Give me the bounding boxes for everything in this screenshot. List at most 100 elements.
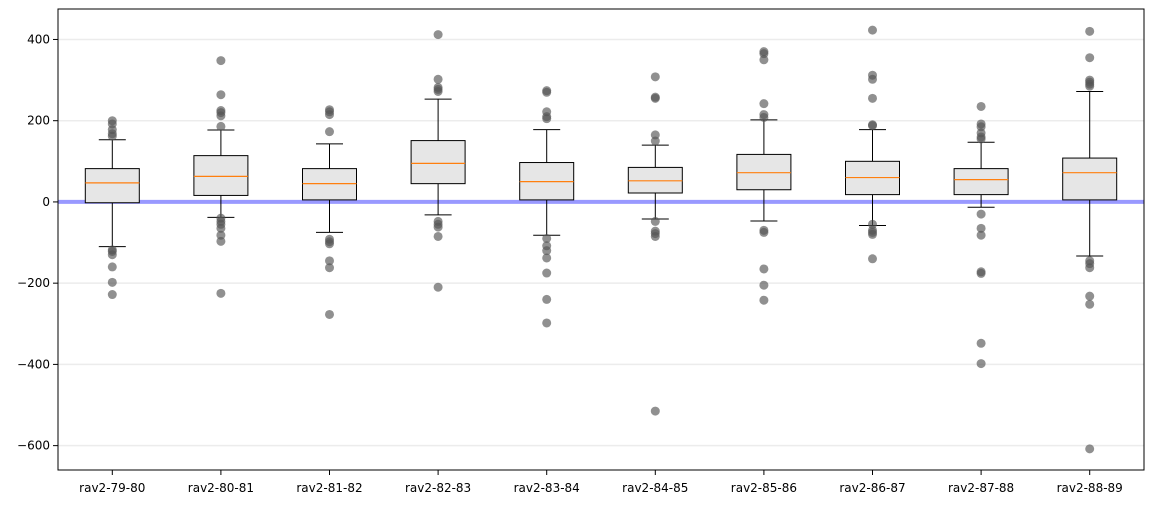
outlier-point: [759, 112, 769, 122]
iqr-box: [84, 168, 140, 204]
box-rav2-85-86: [736, 119, 792, 222]
y-axis: −600 −400 −200 0 200 400: [17, 32, 58, 453]
x-axis: rav2-79-80 rav2-80-81 rav2-81-82 rav2-82-83…: [79, 470, 1123, 495]
outlier-point: [325, 127, 334, 137]
outlier-point: [976, 338, 986, 348]
y-tick-label: 200: [27, 114, 50, 128]
outlier-point: [107, 262, 117, 272]
outlier-point: [216, 90, 226, 100]
x-tick-label: rav2-80-81: [188, 481, 254, 495]
outliers: [107, 25, 1095, 454]
outlier-point: [433, 30, 443, 40]
outlier-point: [759, 280, 769, 290]
iqr-box: [1062, 157, 1118, 201]
y-tick-label: −200: [17, 276, 50, 290]
outlier-point: [650, 406, 660, 416]
outlier-point: [107, 131, 117, 141]
y-tick-label: −400: [17, 357, 50, 371]
y-tick-label: 400: [27, 32, 50, 46]
x-tick-label: rav2-81-82: [296, 481, 362, 495]
outlier-point: [542, 246, 552, 256]
outlier-point: [325, 309, 334, 319]
outlier-point: [759, 264, 769, 274]
outlier-point: [542, 318, 552, 328]
outlier-point: [868, 229, 877, 239]
outlier-point: [868, 74, 877, 84]
outlier-point: [650, 136, 660, 146]
box-rav2-84-85: [627, 144, 683, 220]
outlier-point: [542, 114, 552, 124]
outlier-point: [107, 250, 117, 260]
outlier-point: [325, 256, 334, 266]
outlier-point: [976, 359, 986, 369]
outlier-point: [868, 25, 877, 35]
outlier-point: [868, 254, 877, 264]
x-tick-label: rav2-84-85: [622, 481, 688, 495]
outlier-point: [976, 209, 986, 219]
outlier-point: [216, 56, 226, 66]
iqr-box: [953, 168, 1009, 196]
outlier-point: [759, 227, 769, 237]
x-tick-label: rav2-85-86: [731, 481, 797, 495]
outlier-point: [542, 294, 552, 304]
outlier-point: [433, 231, 443, 241]
outlier-point: [1085, 26, 1095, 36]
outlier-point: [976, 223, 986, 233]
outlier-point: [650, 231, 660, 241]
y-tick-label: −600: [17, 439, 50, 453]
outlier-point: [976, 134, 986, 144]
outlier-point: [216, 288, 226, 298]
plot-frame: [57, 8, 1145, 471]
outlier-point: [1085, 291, 1095, 301]
iqr-box: [302, 168, 357, 201]
y-tick-label: 0: [42, 195, 50, 209]
box-rav2-80-81: [193, 129, 249, 218]
outlier-point: [433, 282, 443, 292]
x-tick-label: rav2-86-87: [839, 481, 905, 495]
outlier-point: [107, 277, 117, 287]
outlier-point: [542, 233, 552, 243]
outlier-point: [650, 72, 660, 82]
outlier-point: [433, 86, 443, 96]
outlier-point: [107, 290, 117, 300]
outlier-point: [542, 87, 552, 97]
x-tick-label: rav2-82-83: [405, 481, 471, 495]
iqr-box: [193, 155, 249, 196]
box-rav2-83-84: [519, 129, 575, 236]
box-rav2-88-89: [1062, 90, 1118, 257]
outlier-point: [433, 222, 443, 232]
outlier-point: [1085, 299, 1095, 309]
x-tick-label: rav2-87-88: [948, 481, 1014, 495]
outlier-point: [868, 121, 877, 131]
iqr-box: [627, 166, 683, 194]
outlier-point: [325, 263, 334, 273]
outlier-point: [325, 239, 334, 249]
outlier-point: [759, 99, 769, 109]
outlier-point: [216, 236, 226, 246]
outlier-point: [542, 253, 552, 263]
box-rav2-81-82: [302, 143, 357, 233]
x-tick-label: rav2-83-84: [514, 481, 580, 495]
x-tick-label: rav2-88-89: [1057, 481, 1123, 495]
outlier-point: [1085, 53, 1095, 63]
x-tick-label: rav2-79-80: [79, 481, 145, 495]
box-rav2-87-88: [953, 141, 1009, 208]
outlier-point: [759, 295, 769, 305]
outlier-point: [542, 268, 552, 278]
iqr-box: [736, 153, 792, 191]
boxes: [84, 90, 1118, 257]
outlier-point: [1085, 444, 1095, 454]
outlier-point: [976, 268, 986, 278]
outlier-point: [216, 223, 226, 233]
outlier-point: [433, 74, 443, 84]
outlier-point: [868, 93, 877, 103]
outlier-point: [216, 111, 226, 121]
outlier-point: [1085, 81, 1095, 91]
outlier-point: [325, 110, 334, 120]
box-rav2-79-80: [84, 139, 140, 248]
outlier-point: [976, 101, 986, 111]
box-rav2-82-83: [410, 98, 466, 216]
outlier-point: [650, 216, 660, 226]
iqr-box: [410, 140, 466, 185]
